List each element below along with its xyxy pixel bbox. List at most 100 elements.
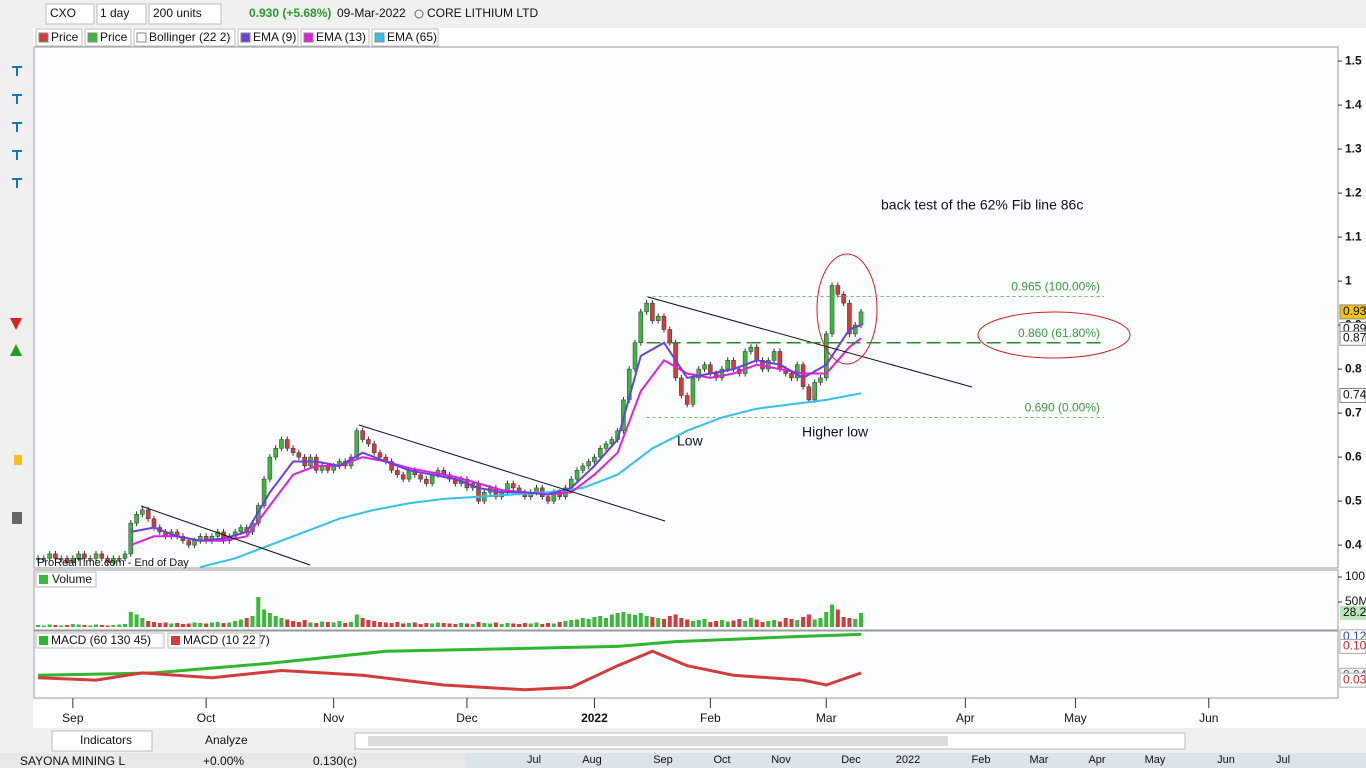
- volume-bar: [209, 622, 214, 627]
- swatch: [171, 636, 180, 645]
- candle: [122, 553, 128, 559]
- macd-legend[interactable]: [35, 632, 165, 649]
- volume-bar: [343, 623, 348, 627]
- candle: [99, 553, 105, 559]
- legend-label: EMA (13): [316, 30, 366, 44]
- volume-bar: [82, 625, 87, 627]
- indicators-button[interactable]: [51, 730, 153, 752]
- candle: [64, 558, 70, 563]
- units: 200 units: [153, 6, 202, 20]
- candle: [632, 342, 638, 370]
- volume-bar: [192, 622, 197, 627]
- candle: [852, 324, 858, 335]
- legend-swatch: [240, 32, 251, 43]
- candle: [684, 395, 690, 405]
- watch-change: +0.00%: [203, 754, 244, 768]
- volume-bar: [575, 619, 580, 627]
- volume-bar: [441, 623, 446, 627]
- volume-bar: [151, 622, 156, 627]
- candle: [534, 487, 539, 493]
- radio[interactable]: [414, 9, 424, 19]
- timeline-label: Mar: [1030, 754, 1049, 766]
- volume-bar: [772, 620, 777, 627]
- candle: [35, 558, 41, 560]
- volume-bar: [267, 613, 272, 627]
- candle: [377, 452, 383, 458]
- candle: [238, 527, 244, 533]
- scroll-thumb[interactable]: [368, 736, 948, 746]
- legend-item[interactable]: [300, 28, 370, 47]
- candle: [818, 377, 823, 383]
- candle: [667, 329, 673, 343]
- volume-bar: [401, 623, 406, 627]
- legend-item[interactable]: [371, 28, 439, 47]
- candle: [70, 558, 76, 563]
- mini-timeline: [465, 753, 1366, 768]
- symbol-box[interactable]: [45, 3, 95, 25]
- volume-bar: [163, 622, 168, 627]
- volume-bar: [615, 613, 620, 627]
- analyze[interactable]: Analyze: [205, 733, 248, 747]
- volume-bar: [325, 622, 330, 627]
- macd-legend[interactable]: [167, 632, 261, 649]
- volume-bar: [708, 622, 713, 627]
- candle: [719, 368, 725, 379]
- volume-bar: [598, 616, 603, 627]
- volume-bar: [551, 623, 556, 627]
- interval-box[interactable]: [96, 3, 147, 25]
- volume-bar: [279, 618, 284, 627]
- volume-bar: [175, 623, 180, 627]
- volume-bar: [586, 619, 591, 627]
- legend-label: EMA (65): [387, 30, 437, 44]
- volume-bar: [180, 624, 185, 627]
- timeline-label: Apr: [1088, 754, 1105, 766]
- legend-item[interactable]: [133, 28, 236, 47]
- volume-bar: [801, 617, 806, 627]
- candle: [644, 302, 649, 313]
- x-tick-label: Dec: [456, 711, 477, 725]
- volume-bar: [377, 622, 382, 627]
- candle: [290, 448, 296, 453]
- volume-bar: [540, 624, 545, 627]
- volume-bar: [609, 614, 614, 627]
- units-box[interactable]: [148, 3, 222, 25]
- volume-bar: [140, 618, 145, 627]
- indicator-line: [38, 649, 862, 692]
- macd-tag-label: 0.03: [1343, 672, 1366, 686]
- annotation: Low: [677, 433, 704, 449]
- volume-bar: [349, 622, 354, 627]
- volume-bar: [395, 622, 400, 627]
- candle: [273, 448, 278, 458]
- volume-bar: [859, 613, 864, 627]
- candle: [789, 373, 794, 379]
- candle: [806, 386, 812, 401]
- candle: [800, 364, 806, 387]
- volume-bar: [296, 622, 301, 627]
- timeline-label: Jul: [1276, 754, 1290, 766]
- candle: [690, 377, 696, 405]
- volume-legend[interactable]: [35, 571, 97, 588]
- volume-bar: [841, 617, 846, 627]
- y-tick-label: 0.7: [1345, 405, 1362, 419]
- volume-bar: [760, 622, 765, 627]
- candle: [847, 302, 852, 335]
- volume-bar: [412, 622, 417, 627]
- volume-bar: [638, 613, 643, 627]
- watch-name: SAYONA MINING L: [20, 754, 125, 768]
- macd-legend-label: MACD (10 22 7): [183, 633, 270, 647]
- volume-bar: [673, 614, 678, 627]
- volume-bar: [233, 621, 238, 627]
- candle: [400, 474, 406, 480]
- fib-label: 0.965 (100.00%): [1011, 280, 1100, 294]
- volume-bar: [262, 609, 267, 627]
- candle: [279, 439, 284, 449]
- legend-item[interactable]: [237, 28, 299, 47]
- left-toolbar: [0, 28, 33, 728]
- quote-date: 09-Mar-2022: [337, 6, 406, 20]
- candle: [696, 368, 702, 379]
- volume-tick-label: 50M: [1345, 594, 1366, 608]
- candle: [111, 558, 116, 563]
- candle: [296, 452, 302, 458]
- candle: [105, 558, 110, 563]
- candle: [708, 364, 713, 374]
